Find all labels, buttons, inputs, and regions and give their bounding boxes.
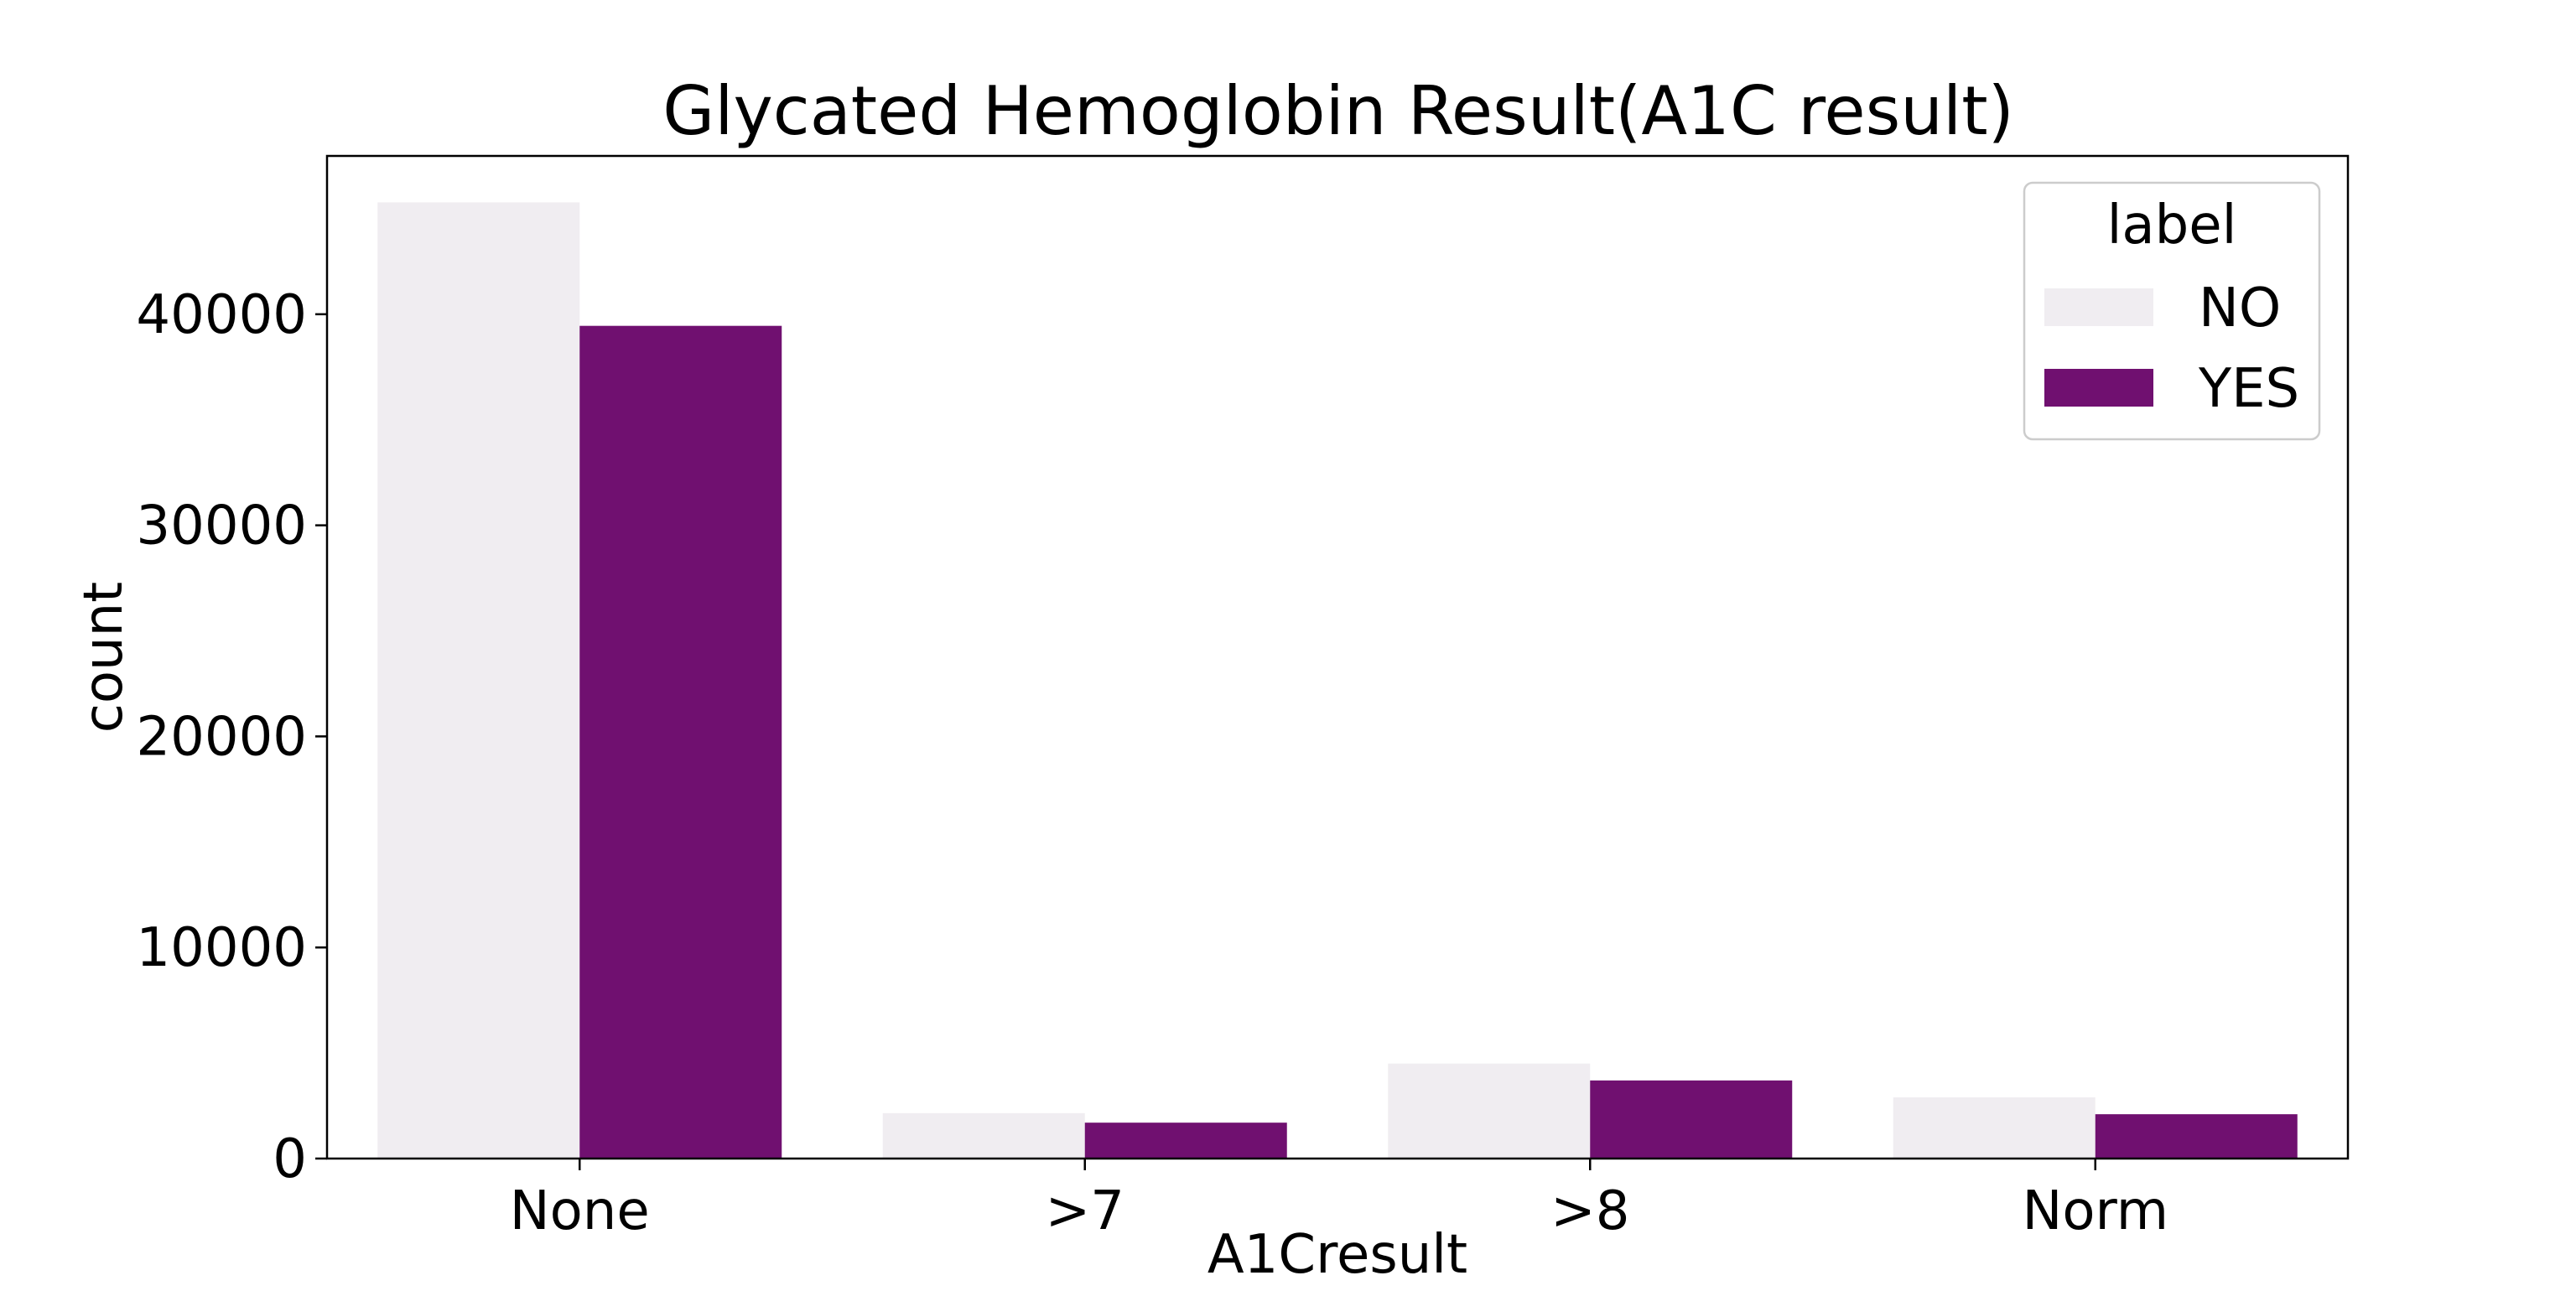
bar-no-3 [1893, 1097, 2096, 1159]
bars-layer [377, 202, 2298, 1159]
plot-frame [325, 154, 2350, 1160]
x-axis-label: A1Cresult [1208, 1224, 1467, 1286]
bar-yes-1 [1084, 1122, 1287, 1159]
legend-title: label [2107, 194, 2237, 257]
y-tick-label: 10000 [136, 917, 307, 979]
bar-no-1 [882, 1112, 1085, 1159]
x-tick-label: Norm [2022, 1180, 2168, 1242]
y-axis-label: count [73, 582, 135, 734]
legend-label-no: NO [2199, 277, 2281, 340]
legend-label-yes: YES [2198, 358, 2299, 420]
y-axis-ticks: 0 10000 20000 30000 40000 [136, 284, 327, 1190]
y-tick-label: 40000 [136, 284, 307, 346]
bar-yes-3 [2095, 1114, 2298, 1159]
legend-swatch-no [2044, 288, 2153, 326]
y-tick-label: 30000 [136, 495, 307, 557]
x-axis-ticks: None >7 >8 Norm [510, 1159, 2168, 1242]
y-tick-label: 20000 [136, 706, 307, 768]
x-tick-label: None [510, 1180, 650, 1242]
bar-yes-2 [1590, 1080, 1793, 1159]
x-tick-label: >7 [1046, 1180, 1124, 1242]
chart-title: Glycated Hemoglobin Result(A1C result) [662, 72, 2014, 150]
bar-no-0 [377, 202, 580, 1159]
bar-yes-0 [579, 325, 782, 1159]
legend: label NO YES [2023, 181, 2321, 441]
legend-swatch-yes [2044, 369, 2153, 407]
y-tick-label: 0 [273, 1128, 307, 1190]
x-tick-label: >8 [1550, 1180, 1629, 1242]
bar-no-2 [1388, 1063, 1591, 1159]
